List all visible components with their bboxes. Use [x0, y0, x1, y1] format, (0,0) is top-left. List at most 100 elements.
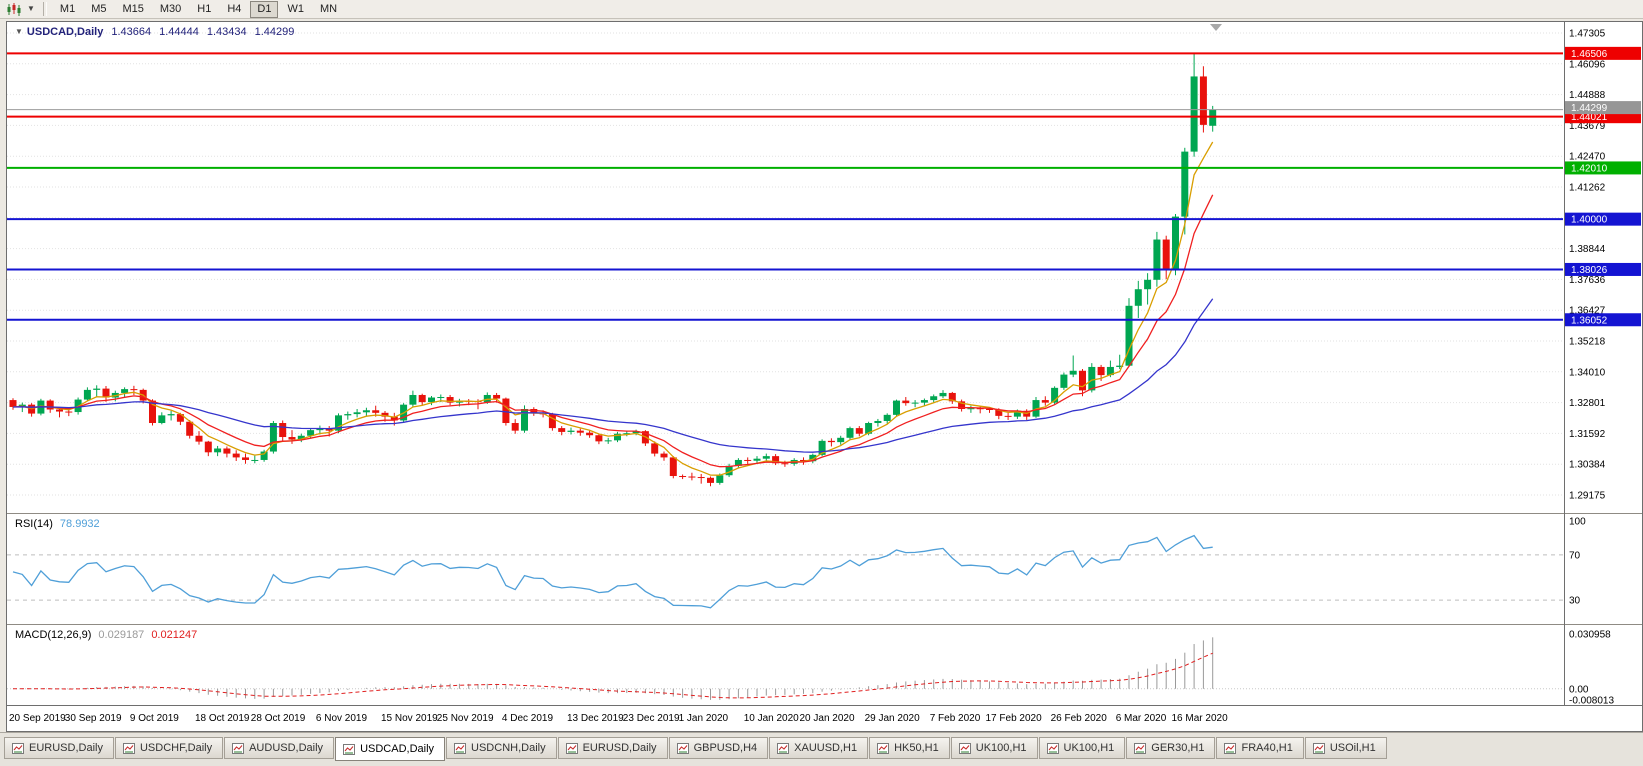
candle [920, 400, 928, 403]
candle [939, 392, 947, 397]
chart-tab-icon [122, 742, 135, 754]
chart-tab-label: EURUSD,Daily [29, 742, 103, 754]
candle [83, 389, 91, 400]
candle [1041, 400, 1049, 403]
timeframe-button-m5[interactable]: M5 [84, 1, 113, 18]
one-click-trading-toggle[interactable]: ▼ [15, 27, 23, 36]
chart-tab-usdchf-daily[interactable]: USDCHF,Daily [114, 737, 224, 759]
rsi-axis-label: 30 [1569, 596, 1581, 607]
candle [874, 420, 882, 424]
candle [781, 463, 789, 465]
candle [288, 437, 296, 440]
timeframe-button-h4[interactable]: H4 [220, 1, 248, 18]
candle [911, 402, 919, 404]
chart-tab-label: GER30,H1 [1151, 742, 1205, 754]
ohlc-open: 1.43664 [111, 26, 152, 38]
chart-tab-audusd-daily[interactable]: AUDUSD,Daily [224, 737, 335, 759]
candle [707, 477, 714, 483]
timeframe-button-w1[interactable]: W1 [280, 1, 311, 18]
candle [1051, 387, 1059, 403]
time-axis-label: 23 Dec 2019 [623, 713, 680, 724]
chart-type-dropdown[interactable]: ▼ [24, 1, 38, 18]
candle [716, 475, 724, 483]
chart-tab-usdcnh-daily[interactable]: USDCNH,Daily [446, 737, 557, 759]
candle [149, 400, 156, 424]
candle [744, 459, 752, 461]
hline-price-label: 1.42010 [1571, 163, 1608, 174]
timeframe-button-m15[interactable]: M15 [115, 1, 150, 18]
chart-tab-label: FRA40,H1 [1241, 742, 1293, 754]
candle [93, 388, 101, 390]
candle [502, 398, 510, 424]
candle [558, 428, 566, 432]
chart-symbol-title: USDCAD,Daily [26, 26, 104, 38]
candle [344, 414, 352, 416]
chart-tab-label: HK50,H1 [894, 742, 939, 754]
moving-average-30 [12, 298, 1214, 453]
candle [167, 414, 175, 416]
price-axis-label: 1.35218 [1569, 337, 1606, 348]
chart-tab-xauusd-h1[interactable]: XAUUSD,H1 [769, 737, 869, 759]
candle [186, 421, 194, 436]
chart-tab-gbpusd-h4[interactable]: GBPUSD,H4 [668, 737, 769, 759]
candle [297, 435, 305, 440]
time-axis-label: 6 Nov 2019 [316, 713, 368, 724]
candle [204, 441, 212, 453]
candle [279, 423, 287, 438]
candle [576, 430, 584, 433]
timeframe-buttons-group: M1 M5 M15 M30 H1 H4 D1 W1 MN [52, 0, 345, 18]
price-axis-label: 1.47305 [1569, 29, 1606, 40]
chart-tab-hk50-h1[interactable]: HK50,H1 [869, 737, 950, 759]
candle [883, 414, 891, 421]
hline-price-label: 1.38026 [1571, 265, 1608, 276]
timeframe-button-m1[interactable]: M1 [53, 1, 82, 18]
timeframe-button-mn[interactable]: MN [313, 1, 344, 18]
ohlc-low: 1.43434 [206, 26, 247, 38]
time-axis-label: 18 Oct 2019 [195, 713, 250, 724]
candle [121, 389, 129, 393]
candle [1144, 279, 1152, 290]
macd-axis-label: 0.00 [1569, 684, 1589, 695]
chart-tab-uk100-h1[interactable]: UK100,H1 [1038, 737, 1126, 759]
price-axis-label: 1.44888 [1569, 90, 1606, 101]
timeframe-button-m30[interactable]: M30 [153, 1, 188, 18]
chart-tab-eurusd-daily[interactable]: EURUSD,Daily [557, 737, 668, 759]
chart-canvas[interactable]: 1.47305 1.46096 1.44888 1.43679 1.42470 1.412… [7, 22, 1642, 731]
price-axis-label: 1.34010 [1569, 367, 1606, 378]
chart-tab-label: GBPUSD,H4 [693, 742, 758, 754]
chart-tab-label: UK100,H1 [1063, 742, 1115, 754]
chart-tab-eurusd-daily[interactable]: EURUSD,Daily [4, 737, 114, 759]
rsi-axis-label: 100 [1569, 517, 1586, 528]
price-axis-label: 1.32801 [1569, 398, 1606, 409]
time-axis-label: 26 Feb 2020 [1051, 713, 1108, 724]
candle [1125, 305, 1133, 366]
timeframe-button-d1[interactable]: D1 [250, 0, 279, 18]
chart-tab-usdcad-daily[interactable]: USDCAD,Daily [335, 737, 446, 761]
chart-tab-usoil-h1[interactable]: USOil,H1 [1304, 737, 1387, 759]
candle [734, 459, 742, 466]
candle [251, 459, 259, 461]
chart-type-button[interactable] [3, 1, 24, 18]
candle [1060, 374, 1068, 388]
candle [1106, 366, 1114, 376]
macd-axis-label: 0.030958 [1569, 630, 1611, 641]
time-axis-label: 13 Dec 2019 [567, 713, 624, 724]
candle [418, 394, 426, 403]
candle [855, 428, 863, 434]
candle [1172, 216, 1179, 271]
chart-tab-label: USDCNH,Daily [471, 742, 546, 754]
candle [800, 459, 807, 462]
timeframe-button-h1[interactable]: H1 [190, 1, 218, 18]
hline-price-label-box [1565, 262, 1641, 276]
candle [511, 423, 519, 431]
time-axis-label: 29 Jan 2020 [865, 713, 920, 724]
candle [548, 414, 556, 429]
chart-tab-fra40-h1[interactable]: FRA40,H1 [1216, 737, 1304, 759]
price-axis-label: 1.46096 [1569, 59, 1606, 70]
chart-window: 1.47305 1.46096 1.44888 1.43679 1.42470 1.412… [6, 21, 1643, 732]
chart-tab-uk100-h1[interactable]: UK100,H1 [950, 737, 1038, 759]
chart-tab-label: EURUSD,Daily [582, 742, 657, 754]
chart-shift-marker[interactable] [1210, 24, 1222, 31]
chevron-down-icon: ▼ [27, 4, 35, 13]
chart-tab-ger30-h1[interactable]: GER30,H1 [1126, 737, 1216, 759]
